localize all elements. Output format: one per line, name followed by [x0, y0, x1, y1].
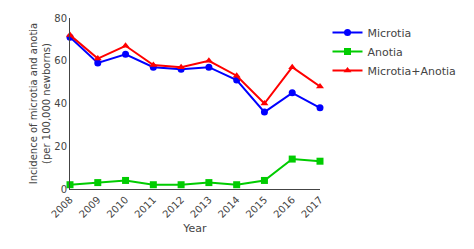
svg-text:40: 40	[54, 98, 67, 109]
svg-text:60: 60	[54, 55, 67, 66]
svg-text:2008: 2008	[49, 194, 75, 220]
svg-text:0: 0	[61, 184, 67, 195]
svg-text:2012: 2012	[160, 194, 186, 220]
svg-text:2011: 2011	[133, 194, 159, 220]
svg-text:2010: 2010	[105, 194, 131, 220]
svg-text:2014: 2014	[216, 194, 242, 220]
svg-text:Incidence of microtia and anot: Incidence of microtia and anotia(per 100…	[28, 23, 52, 184]
svg-text:2015: 2015	[244, 194, 270, 220]
svg-text:20: 20	[54, 141, 67, 152]
svg-text:Anotia: Anotia	[368, 46, 403, 59]
svg-text:Microtia: Microtia	[368, 27, 412, 40]
svg-text:2013: 2013	[188, 194, 214, 220]
svg-text:80: 80	[54, 13, 67, 24]
svg-text:2009: 2009	[77, 194, 103, 220]
svg-text:2016: 2016	[271, 194, 297, 220]
svg-text:Microtia+Anotia: Microtia+Anotia	[368, 65, 456, 78]
svg-text:Year: Year	[182, 222, 207, 235]
svg-text:2017: 2017	[299, 194, 325, 220]
